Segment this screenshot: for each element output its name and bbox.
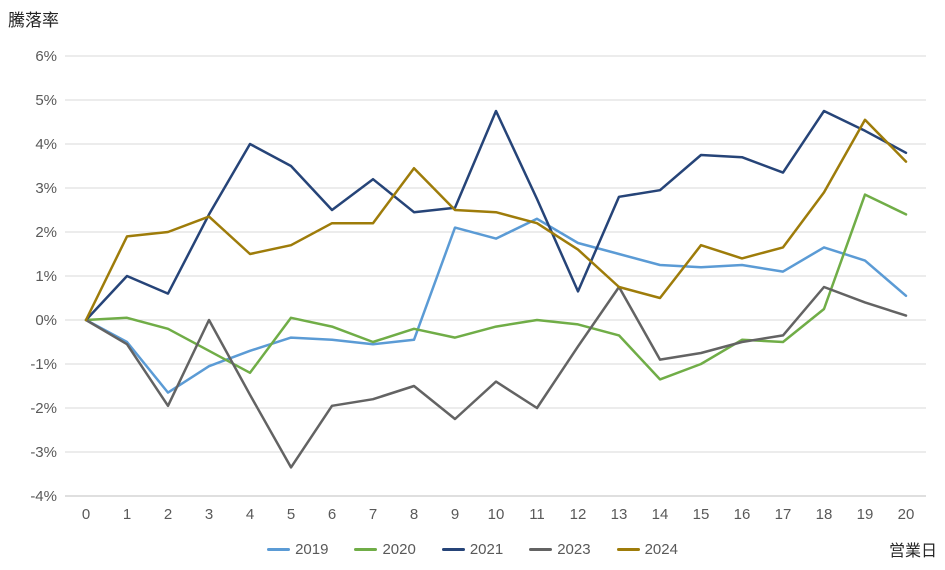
x-tick-label: 2 [164,506,172,523]
y-tick-label: -3% [30,444,57,461]
x-tick-label: 7 [369,506,377,523]
y-tick-label: -2% [30,400,57,417]
x-tick-label: 20 [898,506,915,523]
legend-label: 2021 [469,541,504,558]
x-tick-label: 9 [451,506,459,523]
y-tick-label: -4% [30,488,57,505]
y-tick-label: 2% [35,224,57,241]
series-line-2019 [84,217,908,394]
y-tick-label: 3% [35,180,57,197]
series-line-2023 [84,285,908,469]
x-tick-label: 10 [488,506,505,523]
x-tick-label: 8 [410,506,418,523]
legend-marker-2019 [267,548,291,551]
x-tick-label: 12 [570,506,587,523]
x-tick-label: 6 [328,506,336,523]
x-tick-label: 13 [611,506,628,523]
series-line-2021 [84,109,908,322]
legend-item-2020: 2020 [354,541,416,558]
legend-label: 2023 [557,541,591,558]
y-axis-title: 騰落率 [8,11,59,30]
x-tick-label: 11 [529,506,545,523]
legend-marker-2023 [529,548,553,551]
legend-label: 2019 [295,541,329,558]
x-tick-label: 17 [775,506,792,523]
y-tick-label: 5% [35,92,57,109]
legend-item-2024: 2024 [616,541,678,558]
series-line-2024 [84,118,908,322]
y-tick-labels: 6% 5% 4% 3% 2% 1% 0% -1% -2% -3% -4% [30,48,57,505]
legend-marker-2024 [616,548,640,551]
y-tick-label: 4% [35,136,57,153]
y-tick-label: -1% [30,356,57,373]
x-tick-label: 3 [205,506,213,523]
x-tick-label: 19 [857,506,874,523]
x-tick-label: 4 [246,506,254,523]
x-tick-label: 16 [734,506,751,523]
legend: 2019 2020 2021 2023 2024 [0,541,945,558]
legend-item-2021: 2021 [441,541,504,558]
legend-marker-2020 [354,548,378,551]
legend-marker-2021 [441,548,465,551]
legend-item-2019: 2019 [267,541,328,558]
legend-label: 2020 [382,541,416,558]
x-tick-label: 14 [652,506,669,523]
series-line-2020 [84,193,908,381]
x-tick-label: 18 [816,506,833,523]
x-tick-label: 0 [82,506,90,523]
x-axis-title: 営業日 [888,543,937,560]
y-tick-label: 6% [35,48,57,65]
x-tick-label: 1 [123,506,131,523]
legend-item-2023: 2023 [529,541,591,558]
y-tick-label: 1% [35,268,57,285]
x-tick-label: 5 [287,506,295,523]
y-tick-label: 0% [35,312,57,329]
x-tick-labels: 0 1 2 3 4 5 6 7 8 9 10 11 12 13 14 15 16 17 18 19 20 [82,506,915,523]
gridlines [65,55,926,497]
legend-label: 2024 [644,541,678,558]
x-tick-label: 15 [693,506,710,523]
